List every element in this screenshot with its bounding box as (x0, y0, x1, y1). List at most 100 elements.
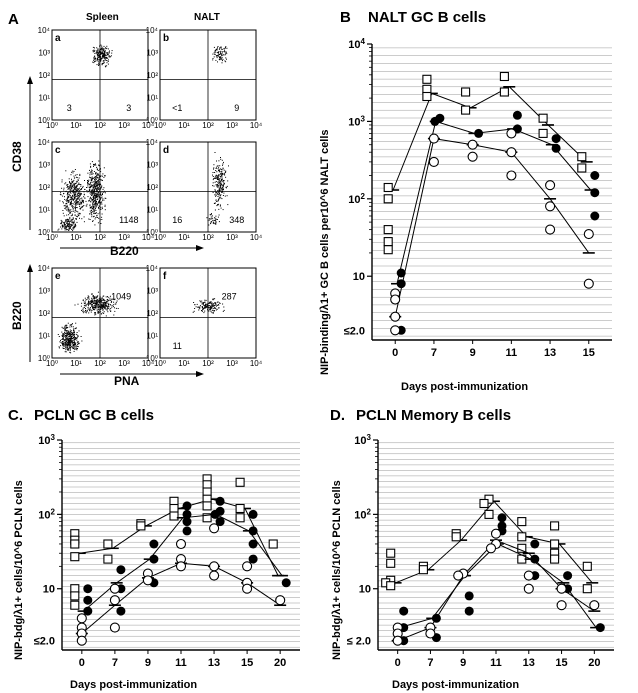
facs-event (69, 203, 71, 204)
facs-event (221, 159, 223, 161)
facs-event (73, 179, 75, 181)
facs-event (75, 185, 77, 187)
facs-event (95, 201, 97, 203)
facs-event (66, 209, 68, 211)
facs-event (60, 194, 62, 196)
facs-event (75, 209, 76, 211)
facs-event (209, 302, 211, 304)
facs-event (69, 350, 71, 352)
facs-event (221, 174, 223, 176)
facs-event (73, 337, 75, 339)
facs-event (63, 334, 65, 336)
facs-event (107, 304, 109, 306)
facs-event (62, 337, 64, 339)
facs-event (211, 307, 213, 309)
facs-x-tick: 10⁰ (46, 359, 58, 368)
facs-event (221, 176, 223, 178)
facs-event (94, 224, 96, 226)
facs-event (209, 308, 211, 310)
facs-event (102, 52, 103, 54)
facs-x-tick: 10⁰ (154, 359, 166, 368)
facs-event (59, 193, 61, 195)
facs-event (227, 180, 229, 182)
facs-event (219, 54, 220, 55)
facs-event (212, 217, 214, 219)
facs-event (222, 188, 224, 190)
facs-event (96, 297, 97, 299)
facs-event (215, 175, 217, 177)
facs-event (81, 205, 83, 207)
facs-event (60, 223, 62, 224)
facs-event (67, 188, 69, 190)
facs-event (203, 304, 204, 306)
facs-event (75, 190, 77, 192)
facs-event (73, 201, 75, 203)
facs-event (94, 61, 95, 63)
facs-event (68, 211, 70, 213)
facs-event (65, 327, 67, 329)
facs-event (214, 51, 216, 53)
filled-circle-point (563, 571, 573, 581)
facs-event (224, 49, 225, 51)
facs-event (71, 178, 72, 180)
facs-event (109, 297, 111, 299)
facs-event (105, 304, 107, 306)
facs-event (78, 342, 80, 344)
facs-event (107, 306, 109, 307)
facs-event (75, 176, 77, 178)
filled-circle-point (182, 501, 192, 511)
filled-circle-point (464, 606, 474, 616)
facs-event (214, 53, 216, 55)
facs-event (101, 49, 103, 51)
facs-event (88, 179, 90, 181)
facs-event (223, 306, 225, 308)
facs-event (87, 307, 89, 309)
facs-event (63, 187, 65, 189)
facs-event (69, 217, 71, 219)
facs-event (218, 203, 220, 205)
facs-event (95, 301, 97, 303)
facs-event (220, 207, 222, 209)
open-square-point (136, 521, 146, 531)
facs-event (215, 215, 217, 217)
facs-event (214, 298, 216, 300)
facs-event (113, 299, 115, 301)
open-square-point (383, 237, 393, 247)
facs-event (222, 60, 223, 62)
facs-event (102, 54, 104, 56)
facs-event (72, 230, 74, 232)
facs-event (92, 203, 93, 205)
facs-event (215, 309, 217, 311)
facs-event (104, 209, 106, 211)
facs-event (221, 188, 223, 190)
facs-event (99, 188, 101, 190)
facs-y-tick: 10⁰ (38, 354, 50, 363)
facs-event (218, 171, 220, 173)
facs-event (91, 303, 93, 305)
facs-event (70, 219, 72, 221)
facs-event (88, 190, 90, 191)
facs-event (106, 65, 108, 67)
facs-event (86, 203, 88, 205)
facs-event (101, 299, 103, 301)
facs-event (64, 336, 66, 338)
facs-event (222, 181, 224, 183)
facs-event (222, 187, 224, 189)
facs-event (93, 49, 95, 51)
facs-event (82, 310, 84, 312)
facs-event (87, 295, 89, 297)
facs-event (97, 60, 99, 62)
facs-event (96, 303, 98, 305)
chart-c-ylabel: NIP-bdg/λ1+ cells/10^6 PCLN cells (13, 480, 25, 660)
facs-event (215, 193, 217, 195)
facs-event (107, 296, 109, 297)
facs-x-tick: 10³ (226, 233, 238, 242)
facs-event (217, 175, 219, 177)
y-tick-label: 104 (348, 37, 365, 52)
facs-event (103, 190, 105, 192)
facs-event (90, 198, 92, 200)
open-square-point (517, 517, 527, 527)
facs-event (79, 192, 81, 194)
